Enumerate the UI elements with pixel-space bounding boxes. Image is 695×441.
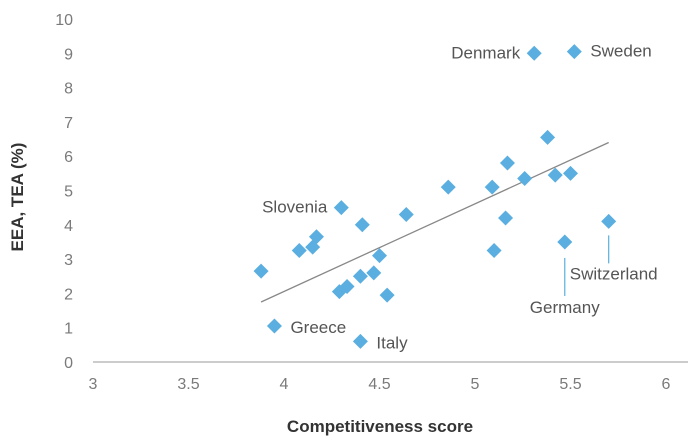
point-label: Switzerland (570, 264, 658, 283)
x-tick-label: 5.5 (559, 376, 581, 393)
data-point (352, 268, 368, 284)
x-tick-label: 3 (89, 376, 98, 393)
y-tick-label: 0 (64, 355, 73, 372)
data-point (557, 234, 573, 250)
data-point (354, 217, 370, 233)
y-tick-label: 4 (64, 218, 73, 235)
data-point (398, 207, 414, 223)
label-leader-lines (564, 235, 610, 296)
y-tick-label: 1 (64, 321, 73, 338)
data-point (499, 155, 515, 171)
y-axis-title: EEA, TEA (%) (8, 143, 27, 252)
point-annotations: Greece Slovenia Italy Denmark Germany Sweden S… (262, 42, 658, 353)
data-point (547, 167, 563, 183)
point-label: Sweden (590, 42, 651, 61)
y-tick-label: 6 (64, 149, 73, 166)
data-point (339, 279, 355, 295)
data-point (379, 287, 395, 303)
x-tick-label: 4 (280, 376, 289, 393)
y-tick-label: 8 (64, 81, 73, 98)
trend-line (260, 141, 609, 303)
point-label: Italy (376, 333, 408, 352)
x-axis-ticks: 3 3.5 4 4.5 5 5.5 6 (89, 376, 671, 393)
data-point (540, 129, 556, 145)
point-label: Germany (530, 298, 600, 317)
data-point (498, 210, 514, 226)
y-axis-ticks: 0 1 2 3 4 5 6 7 8 9 10 (55, 12, 73, 372)
data-point (266, 318, 282, 334)
data-point (366, 265, 382, 281)
data-point (563, 165, 578, 181)
data-point (352, 333, 368, 349)
x-tick-label: 5 (471, 376, 480, 393)
point-label: Greece (290, 318, 346, 337)
x-tick-label: 3.5 (177, 376, 199, 393)
data-point (566, 44, 582, 60)
data-point (526, 45, 542, 61)
data-point (601, 213, 617, 229)
data-point (484, 179, 500, 195)
point-label: Denmark (451, 43, 520, 62)
x-tick-label: 6 (662, 376, 671, 393)
data-point (291, 243, 307, 259)
data-point (253, 263, 269, 279)
data-point (517, 170, 533, 186)
data-point (308, 229, 324, 245)
x-tick-label: 4.5 (368, 376, 390, 393)
y-tick-label: 7 (64, 115, 73, 132)
x-axis-title: Competitiveness score (287, 417, 473, 436)
data-point (486, 243, 502, 259)
point-label: Slovenia (262, 198, 328, 217)
y-tick-label: 2 (64, 286, 73, 303)
y-tick-label: 9 (64, 46, 73, 63)
data-point (372, 248, 387, 264)
y-tick-label: 10 (55, 12, 73, 29)
data-point (440, 179, 456, 195)
y-tick-label: 5 (64, 184, 73, 201)
y-tick-label: 3 (64, 252, 73, 269)
data-points (253, 44, 617, 349)
data-point (333, 200, 349, 216)
